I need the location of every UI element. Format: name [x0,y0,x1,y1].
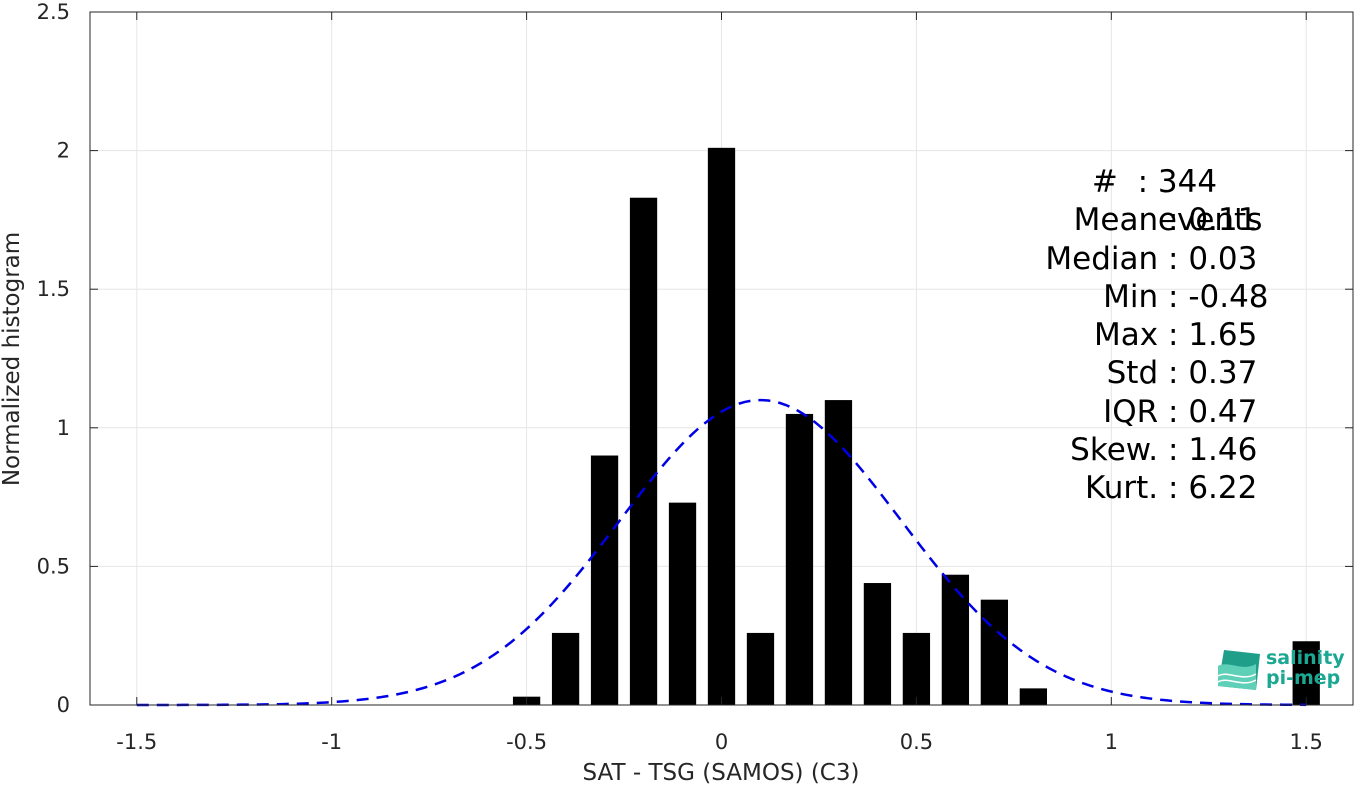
x-tick-label: -0.5 [506,730,547,754]
stat-separator: : [1168,317,1189,354]
bars [512,147,1320,705]
stat-name: IQR [1103,393,1168,430]
stat-name: # [1091,164,1138,200]
histogram-bar [590,455,619,705]
y-tick-label: 0 [57,693,70,717]
x-tick-label: -1.5 [116,730,157,754]
histogram-bar [941,574,970,705]
stat-name: Skew. [1070,432,1168,469]
histogram-bar [980,599,1009,705]
fit-curve [136,398,1307,707]
x-tick-label: 1.5 [1290,730,1323,754]
y-axis-label: Normalized histogram [0,232,25,486]
stat-name: Max [1094,317,1168,354]
histogram-bar [629,197,658,705]
histogram-bar [1292,641,1320,705]
stat-name: Median [1045,240,1168,277]
stat-row: IQR : 0.47 [1000,393,1300,431]
stat-name: Std [1106,355,1168,392]
stat-value: 6.22 [1188,470,1258,507]
x-tick-label: -1 [321,730,342,754]
stat-row: Max : 1.65 [1000,316,1300,354]
histogram-bar [785,413,814,705]
histogram-bar [746,632,775,705]
histogram-bar [551,632,580,705]
x-axis: -1.5 -1 -0.5 0 0.5 1 1.5 [116,12,1323,754]
histogram-bar [824,400,853,705]
stat-separator: : [1168,470,1189,507]
y-tick-label: 0.5 [37,554,70,578]
y-axis: 0 0.5 1 1.5 2 2.5 [37,0,1353,717]
stat-row: Mean : 0.11 [1000,201,1300,239]
stat-value: 1.65 [1188,317,1258,354]
stat-separator: : [1168,278,1189,315]
stat-row: Min : -0.48 [1000,278,1300,316]
histogram-bar [668,502,697,705]
stat-row: Std : 0.37 [1000,354,1300,392]
stat-separator: : [1137,164,1158,200]
stat-row: Skew. : 1.46 [1000,431,1300,469]
histogram-bar [902,632,931,705]
stat-name: Min [1103,278,1168,315]
y-tick-label: 1 [57,416,70,440]
y-tick-label: 2.5 [37,0,70,24]
stat-separator: : [1168,240,1189,277]
stat-row: Median : 0.03 [1000,240,1300,278]
stat-name: Mean [1073,202,1168,239]
logo-mark-icon [1217,650,1260,690]
stat-value: 0.11 [1188,202,1258,239]
x-tick-label: 0.5 [900,730,933,754]
stat-value: -0.48 [1188,278,1269,315]
stat-separator: : [1168,202,1189,239]
histogram-bar [863,583,892,705]
x-tick-label: 1 [1105,730,1118,754]
stat-separator: : [1168,393,1189,430]
stat-separator: : [1168,432,1189,469]
stat-separator: : [1168,355,1189,392]
stat-value: 0.47 [1188,393,1258,430]
stat-row: # : 344 events [1000,163,1300,239]
stat-value: 0.03 [1188,240,1258,277]
x-tick-label: 0 [715,730,728,754]
stat-name: Kurt. [1084,470,1168,507]
logo-line-2: pi-mep [1266,667,1341,689]
logo-line-1: salinity [1266,647,1345,669]
stats-box: # : 344 events Mean : 0.11 Median : 0.03 Mi… [1000,163,1300,508]
y-tick-label: 2 [57,139,70,163]
stat-value: 0.37 [1188,355,1258,392]
x-axis-label: SAT - TSG (SAMOS) (C3) [583,760,860,785]
stat-row: Kurt. : 6.22 [1000,469,1300,507]
salinity-pimep-logo: salinity pi-mep [1216,646,1346,694]
histogram-bar [1019,688,1047,705]
y-tick-label: 1.5 [37,277,70,301]
stat-value: 1.46 [1188,432,1258,469]
stat-value: 344 events [1157,164,1263,239]
histogram-bar [707,147,736,705]
